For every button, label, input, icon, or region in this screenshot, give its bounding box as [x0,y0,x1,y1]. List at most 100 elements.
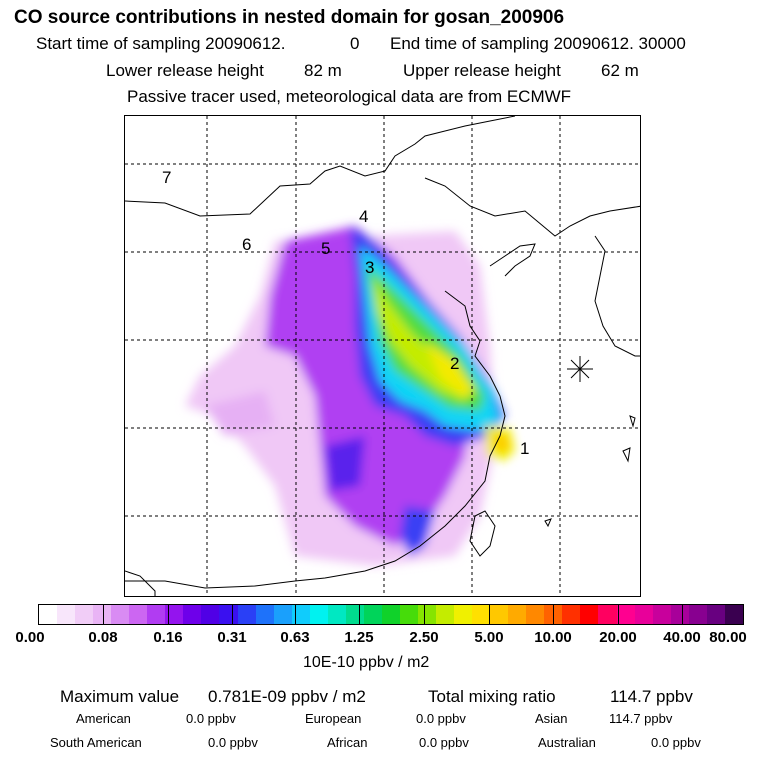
colorbar-swatch [273,605,292,624]
colorbar-swatch [381,605,400,624]
colorbar-separator [103,604,104,625]
total-mixing-label: Total mixing ratio [428,687,556,706]
colorbar-separator [489,604,490,625]
colorbar-swatch [616,605,635,624]
lower-release-value: 82 m [304,61,342,80]
colorbar-swatch [472,605,491,624]
colorbar-swatch [345,605,364,624]
upper-release-value: 62 m [601,61,639,80]
colorbar-swatch [129,605,148,624]
colorbar-swatch [363,605,382,624]
coastlines [125,116,640,596]
max-value-label: Maximum value [60,687,180,706]
colorbar-tick-6: 2.50 [409,629,439,646]
colorbar-separator [553,604,554,625]
colorbar-swatch [237,605,256,624]
colorbar-swatch [309,605,328,624]
source-label-2: 2 [450,354,459,373]
source-label-5: 5 [321,239,330,258]
colorbar-separator [359,604,360,625]
colorbar-separator [682,604,683,625]
colorbar-swatch [417,605,437,624]
region-name: Australian [538,735,596,750]
colorbar-swatch [454,605,473,624]
colorbar-tick-1: 0.08 [88,629,118,646]
colorbar-swatch [688,605,707,624]
start-time-value: 0 [350,34,360,53]
colorbar-unit: 10E-10 ppbv / m2 [303,654,430,671]
lower-release-label: Lower release height [106,61,264,80]
colorbar-swatch [508,605,527,624]
colorbar-tick-8: 10.00 [534,629,572,646]
region-name: South American [50,735,142,750]
colorbar-swatch [526,605,545,624]
colorbar-tick-7: 5.00 [474,629,504,646]
upper-release-label: Upper release height [403,61,561,80]
colorbar-tick-3: 0.31 [217,629,247,646]
colorbar-tick-9: 20.00 [599,629,637,646]
region-name: African [327,735,368,750]
plot-title: CO source contributions in nested domain… [14,7,565,28]
colorbar-separator [618,604,619,625]
colorbar-swatch [436,605,455,624]
end-time-label: End time of sampling 20090612. 30000 [390,34,686,53]
start-time-label: Start time of sampling 20090612. [36,34,286,53]
map-panel: 1 2 3 4 5 6 7 [124,115,641,597]
colorbar-swatch [598,605,617,624]
colorbar-tick-5: 1.25 [344,629,374,646]
colorbar-swatch [399,605,418,624]
total-mixing-value: 114.7 ppbv [610,687,693,706]
receptor-star-icon [567,356,593,382]
colorbar-swatch [490,605,509,624]
source-label-1: 1 [520,439,529,458]
colorbar-tick-2: 0.16 [153,629,183,646]
colorbar-swatch [201,605,220,624]
concentration-field [185,226,515,566]
colorbar-swatch [652,605,671,624]
colorbar-tick-11: 80.00 [709,629,747,646]
region-value: 0.0 ppbv [186,711,236,726]
colorbar-swatch [706,605,725,624]
colorbar-swatch [165,605,184,624]
colorbar-swatch [291,605,310,624]
region-value: 0.0 ppbv [416,711,466,726]
colorbar-swatch [39,605,58,624]
colorbar-swatch [580,605,599,624]
colorbar-separator [295,604,296,625]
region-name: Asian [535,711,568,726]
colorbar-swatch [183,605,202,624]
source-label-6: 6 [242,235,251,254]
source-label-7: 7 [162,168,171,187]
colorbar-swatch [724,605,743,624]
colorbar-separator [168,604,169,625]
colorbar-swatch [562,605,581,624]
region-value: 114.7 ppbv [609,711,673,726]
colorbar-swatch [57,605,76,624]
tracer-info-line: Passive tracer used, meteorological data… [127,87,572,106]
max-value: 0.781E-09 ppbv / m2 [208,687,366,706]
footprint-map: 1 2 3 4 5 6 7 [125,116,640,596]
colorbar-swatch [670,605,689,624]
region-value: 0.0 ppbv [419,735,469,750]
region-name: European [305,711,362,726]
colorbar-swatch [255,605,274,624]
region-value: 0.0 ppbv [208,735,258,750]
region-value: 0.0 ppbv [651,735,701,750]
colorbar-separator [232,604,233,625]
colorbar-swatch [634,605,653,624]
lat-lon-grid [125,116,640,596]
colorbar-swatch [75,605,94,624]
region-name: American [76,711,131,726]
colorbar-swatch [147,605,166,624]
colorbar-separator [424,604,425,625]
source-label-3: 3 [365,258,374,277]
colorbar-tick-4: 0.63 [280,629,310,646]
colorbar-swatch [219,605,238,624]
colorbar-swatch [327,605,346,624]
colorbar-swatch [93,605,112,624]
colorbar-tick-10: 40.00 [663,629,701,646]
colorbar-swatch [111,605,130,624]
source-label-4: 4 [359,207,368,226]
colorbar [38,604,744,625]
colorbar-tick-0: 0.00 [15,629,45,646]
